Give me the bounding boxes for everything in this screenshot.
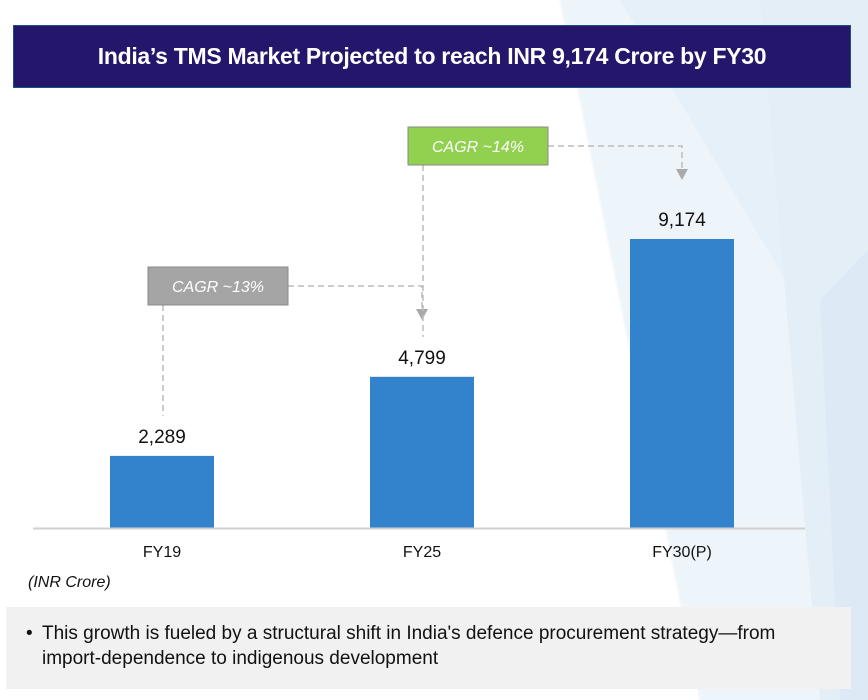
- title-banner: India’s TMS Market Projected to reach IN…: [13, 25, 851, 88]
- bullet-icon: •: [26, 623, 33, 644]
- page-title: India’s TMS Market Projected to reach IN…: [97, 43, 767, 69]
- arrow-down-icon: [676, 169, 688, 180]
- cagr-badge: [147, 266, 289, 306]
- cagr-label: CAGR ~13%: [172, 279, 264, 296]
- data-label: 4,799: [398, 348, 446, 369]
- cagr-badge: [407, 126, 549, 166]
- cagr-label: CAGR ~14%: [432, 139, 524, 156]
- bar-fy30p: [630, 239, 734, 528]
- x-tick-label: FY25: [403, 544, 441, 561]
- note-item: • This growth is fueled by a structural …: [26, 621, 831, 671]
- data-label: 9,174: [658, 210, 706, 231]
- cagr-connector: [288, 285, 423, 309]
- unit-label: (INR Crore): [28, 574, 111, 591]
- x-tick-label: FY19: [143, 544, 181, 561]
- x-tick-label: FY30(P): [652, 544, 712, 561]
- arrow-down-icon: [416, 309, 428, 320]
- data-label: 2,289: [138, 427, 186, 448]
- cagr-connector: [548, 145, 683, 169]
- note-box: • This growth is fueled by a structural …: [6, 607, 851, 689]
- bar-fy25: [370, 376, 474, 528]
- bar-fy19: [110, 455, 214, 528]
- note-text: This growth is fueled by a structural sh…: [42, 623, 776, 669]
